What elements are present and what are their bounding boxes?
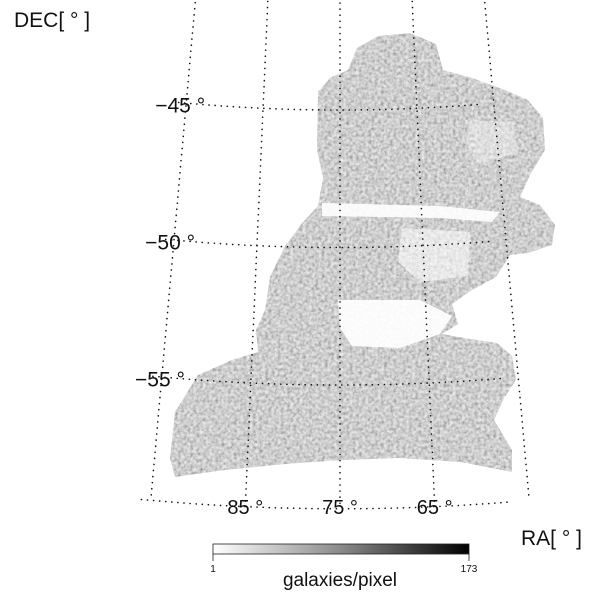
colorbar: 1 173 galaxies/pixel xyxy=(210,544,478,591)
colorbar-title: galaxies/pixel xyxy=(283,570,397,591)
dec-tick-label: −50 ° xyxy=(145,232,195,255)
ra-tick-labels: 85 ° 75 ° 65 ° xyxy=(227,497,452,519)
colorbar-min-label: 1 xyxy=(210,564,216,575)
footprint-density-texture xyxy=(160,25,560,485)
ra-tick-label: 85 ° xyxy=(227,497,263,519)
ra-axis-label: RA[ ° ] xyxy=(521,527,582,550)
dec-tick-labels: −45 ° −50 ° −55 ° xyxy=(135,94,205,391)
colorbar-max-label: 173 xyxy=(461,564,478,575)
survey-footprint xyxy=(160,25,560,485)
dec-tick-label: −55 ° xyxy=(135,369,185,392)
ra-tick-label: 65 ° xyxy=(417,497,453,519)
ra-tick-label: 75 ° xyxy=(322,497,358,519)
colorbar-gradient xyxy=(213,544,469,554)
dec-axis-label: DEC[ ° ] xyxy=(14,9,90,32)
dec-tick-label: −45 ° xyxy=(155,94,205,117)
